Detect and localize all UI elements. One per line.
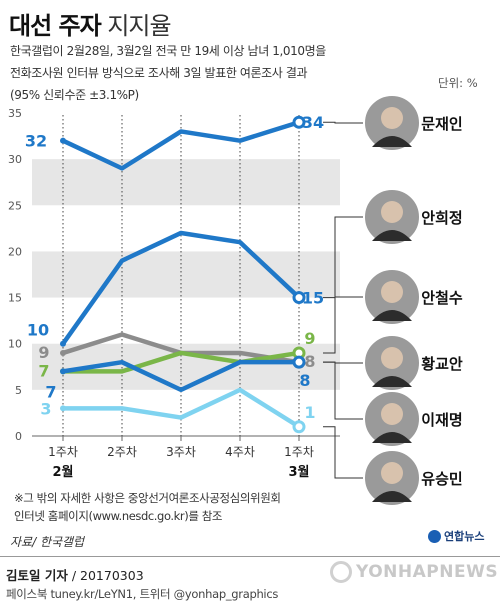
series-start-point	[60, 405, 66, 412]
candidate-name: 유승민	[421, 470, 462, 488]
candidate-photo-suit	[372, 136, 412, 147]
candidate-photo-suit	[372, 432, 412, 443]
x-tick-label: 1주차	[48, 445, 78, 459]
series-start-label: 7	[45, 382, 56, 401]
yonhap-logo-icon	[428, 529, 441, 543]
candidate-photo-suit	[372, 491, 412, 502]
candidate-photo-suit	[372, 230, 412, 241]
candidate-name: 안희정	[421, 209, 462, 227]
series-end-label: 15	[302, 289, 324, 308]
yonhap-logo-text: 연합뉴스	[444, 530, 485, 543]
series-end-point	[292, 355, 306, 369]
series-line	[60, 350, 302, 374]
watermark-text: YONHAPNEWS	[356, 562, 499, 582]
x-tick-label: 2주차	[107, 445, 137, 459]
y-tick-label: 20	[8, 245, 22, 258]
reporter-credit: 김토일 기자 / 20170303	[6, 565, 144, 584]
series-end-label: 8	[304, 352, 315, 371]
y-tick-label: 10	[8, 338, 22, 351]
description-line-2: 전화조사원 인터뷰 방식으로 조사해 3일 발표한 여론조사 결과	[10, 66, 308, 80]
series-start-point	[60, 340, 66, 347]
x-tick-label: 1주차	[284, 445, 314, 459]
social-links: 페이스북 tuney.kr/LeYN1, 트위터 @yonhap_graphic…	[6, 587, 279, 601]
candidate-connector	[323, 296, 363, 354]
series-start-label: 7	[38, 361, 49, 380]
candidate-photo-face	[381, 201, 403, 223]
month-label: 2월	[52, 464, 73, 480]
x-tick-label: 4주차	[225, 445, 255, 459]
y-tick-label: 25	[8, 199, 22, 212]
title-light: 지지율	[107, 12, 171, 40]
candidate-photo-face	[381, 347, 403, 369]
watermark: YONHAPNEWS	[330, 561, 498, 583]
candidate-connector	[323, 216, 363, 299]
chart-title: 대선 주자 지지율	[9, 6, 172, 41]
candidate-name: 안철수	[421, 289, 463, 307]
unit-label: 단위: %	[438, 76, 478, 90]
series-line	[60, 387, 302, 430]
series-start-point	[60, 368, 66, 375]
x-tick-label: 3주차	[166, 445, 196, 459]
month-label: 3월	[288, 464, 309, 480]
grid-band	[32, 159, 340, 206]
series-end-label: 9	[304, 329, 315, 348]
candidate-photo-face	[381, 281, 403, 303]
reporter-date: / 20170303	[67, 568, 144, 583]
series-line	[60, 359, 302, 393]
footnote-line-1: ※그 밖의 자세한 사항은 중앙선거여론조사공정심의위원회	[14, 491, 281, 505]
candidate-connector	[323, 121, 363, 124]
line-chart: 0 5 10 15 20 25 30 35 1주차 2주차 3주차 4주차 1주차 2월 3월 32 34 10 1…	[8, 94, 463, 507]
y-tick-label: 35	[8, 107, 22, 120]
candidate-photo-face	[381, 107, 403, 129]
source-label: 자료/ 한국갤럽	[10, 535, 85, 549]
y-tick-label: 0	[15, 430, 22, 443]
series-end-label: 8	[299, 371, 310, 390]
candidate-connector	[323, 426, 363, 479]
series-line	[60, 230, 302, 346]
series-start-point	[60, 137, 66, 144]
candidate-photo-suit	[372, 376, 412, 387]
candidate-connector	[323, 361, 363, 420]
candidate-name: 황교안	[421, 355, 463, 373]
series-end-label: 1	[304, 403, 315, 422]
y-tick-label: 5	[15, 384, 22, 397]
description-line-1: 한국갤럽이 2월28일, 3월2일 전국 만 19세 이상 남녀 1,010명을	[10, 44, 326, 58]
watermark-ring-icon	[330, 561, 352, 583]
series-start-label: 3	[40, 399, 51, 418]
series-start-label: 9	[38, 343, 49, 362]
series-end-label: 34	[302, 113, 324, 132]
candidate-photo-suit	[372, 310, 412, 321]
yonhap-logo: 연합뉴스	[428, 528, 484, 544]
description-line-3: (95% 신뢰수준 ±3.1%P)	[10, 88, 139, 102]
footer-divider	[0, 556, 500, 557]
candidate-name: 문재인	[421, 115, 462, 133]
series-end-point	[292, 420, 306, 434]
series-end-point	[292, 291, 306, 305]
candidate-name: 이재명	[421, 411, 462, 429]
y-tick-label: 30	[8, 153, 22, 166]
candidate-photo-face	[381, 403, 403, 425]
series-start-label: 32	[25, 132, 47, 151]
series-start-label: 10	[27, 321, 49, 340]
series-start-point	[60, 349, 66, 356]
y-tick-label: 15	[8, 292, 22, 305]
candidate-photo-face	[381, 462, 403, 484]
series-end-point	[292, 115, 306, 129]
footnote-line-2: 인터넷 홈페이지(www.nesdc.go.kr)를 참조	[14, 509, 223, 523]
title-bold: 대선 주자	[9, 12, 102, 40]
series-line	[60, 119, 302, 171]
reporter-name: 김토일 기자	[6, 568, 68, 583]
